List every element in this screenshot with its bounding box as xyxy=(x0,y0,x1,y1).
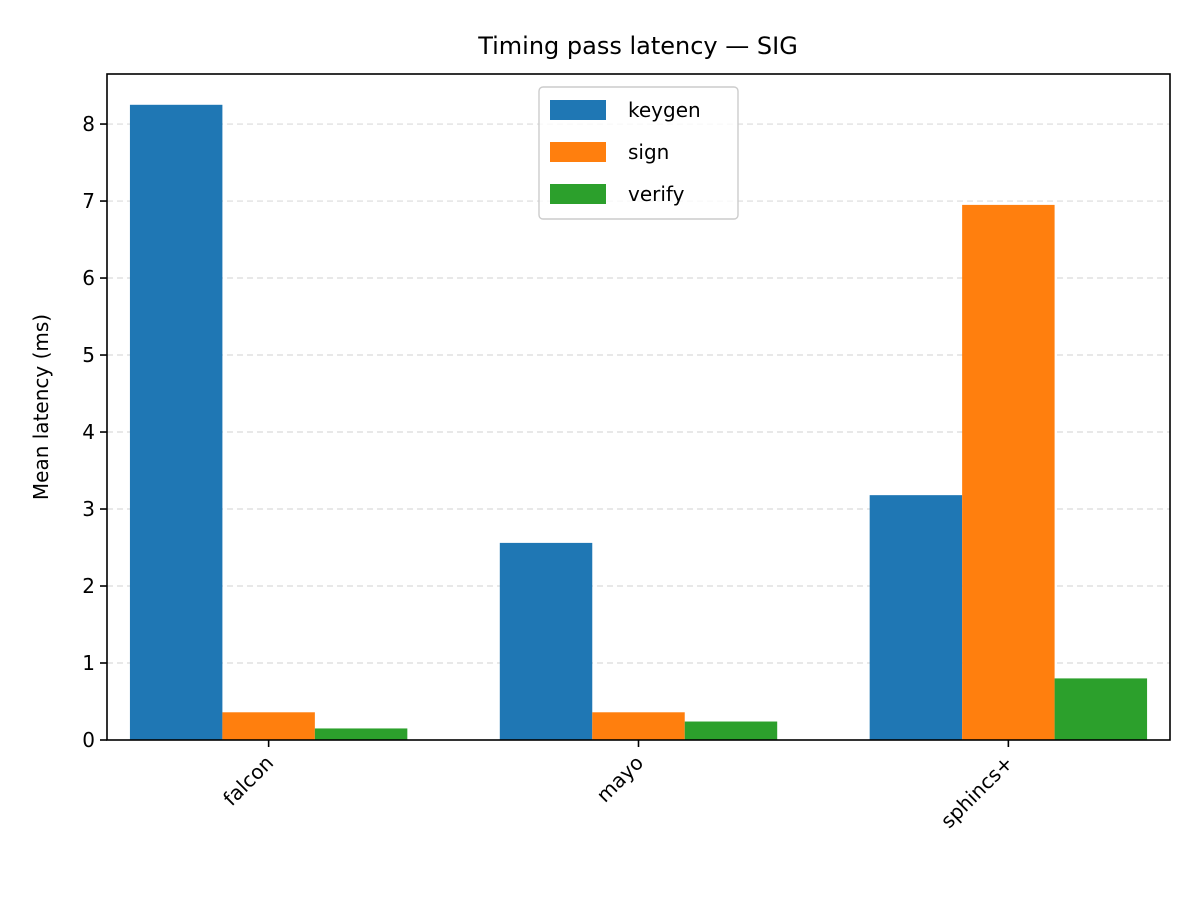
y-tick-label: 2 xyxy=(82,574,95,598)
legend-swatch-verify xyxy=(550,184,606,204)
y-tick-label: 4 xyxy=(82,420,95,444)
bar-keygen-sphincs+ xyxy=(869,495,963,740)
y-tick-label: 8 xyxy=(82,112,95,136)
y-tick-label: 3 xyxy=(82,497,95,521)
legend-swatch-keygen xyxy=(550,100,606,120)
y-tick-label: 0 xyxy=(82,728,95,752)
y-tick-label: 1 xyxy=(82,651,95,675)
bar-verify-sphincs+ xyxy=(1054,678,1148,740)
legend-label-keygen: keygen xyxy=(628,98,701,122)
bar-keygen-falcon xyxy=(129,104,223,741)
bars xyxy=(129,104,1148,741)
y-axis-label: Mean latency (ms) xyxy=(29,314,53,500)
legend-label-verify: verify xyxy=(628,182,685,206)
y-tick-label: 5 xyxy=(82,343,95,367)
y-tick-label: 6 xyxy=(82,266,95,290)
y-tick-label: 7 xyxy=(82,189,95,213)
bar-sign-mayo xyxy=(592,712,685,740)
legend-label-sign: sign xyxy=(628,140,669,164)
bar-verify-falcon xyxy=(314,728,408,740)
bar-sign-falcon xyxy=(222,712,315,740)
chart-title: Timing pass latency — SIG xyxy=(477,32,798,60)
bar-keygen-mayo xyxy=(499,542,593,740)
legend-swatch-sign xyxy=(550,142,606,162)
y-axis: 0 1 2 3 4 5 6 7 8 xyxy=(82,112,107,752)
bar-verify-mayo xyxy=(684,721,778,740)
bar-sign-sphincs+ xyxy=(962,204,1055,741)
legend: keygen sign verify xyxy=(538,86,739,220)
